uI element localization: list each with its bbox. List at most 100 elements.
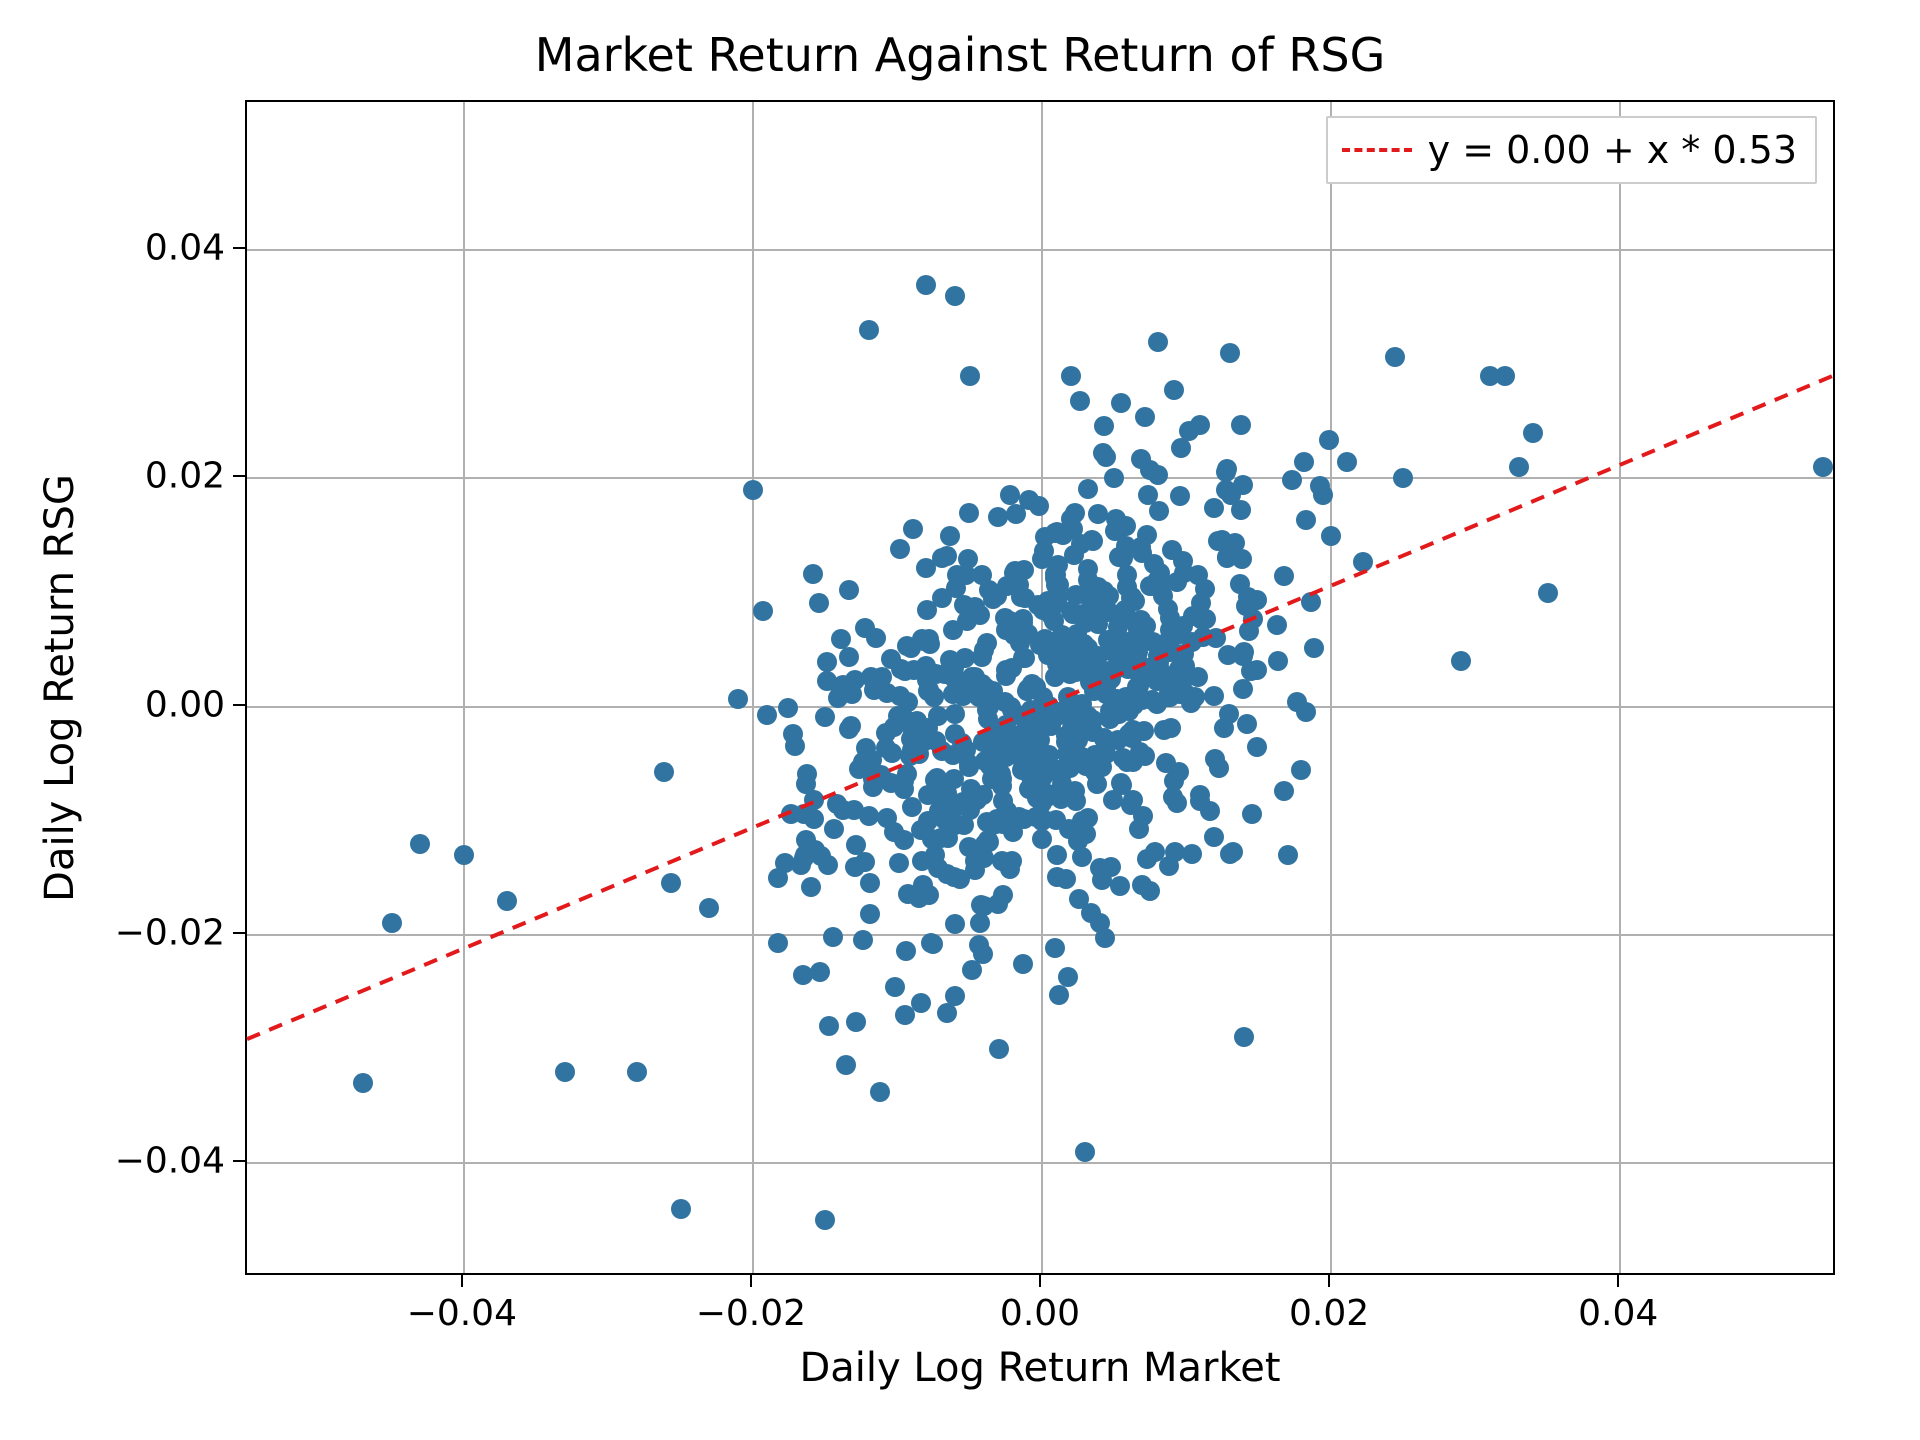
scatter-point — [932, 588, 952, 608]
scatter-point — [1047, 648, 1067, 668]
scatter-point — [803, 564, 823, 584]
scatter-point — [1451, 651, 1471, 671]
x-tick-label: 0.04 — [1578, 1293, 1658, 1334]
scatter-point — [1082, 530, 1102, 550]
scatter-point — [1321, 526, 1341, 546]
scatter-point — [1000, 859, 1020, 879]
scatter-point — [1205, 749, 1225, 769]
scatter-point — [1001, 697, 1021, 717]
scatter-point — [1132, 543, 1152, 563]
scatter-point — [989, 1039, 1009, 1059]
scatter-point — [898, 692, 918, 712]
scatter-point — [801, 877, 821, 897]
scatter-point — [945, 724, 965, 744]
scatter-point — [986, 814, 1006, 834]
scatter-point — [859, 806, 879, 826]
scatter-point — [1169, 659, 1189, 679]
scatter-point — [1117, 565, 1137, 585]
scatter-point — [1112, 775, 1132, 795]
scatter-point — [929, 801, 949, 821]
scatter-point — [1274, 566, 1294, 586]
scatter-point — [781, 804, 801, 824]
scatter-point — [944, 769, 964, 789]
scatter-point — [860, 904, 880, 924]
x-tick-label: 0.02 — [1289, 1293, 1369, 1334]
x-tick-mark — [1328, 1275, 1330, 1287]
scatter-point — [815, 707, 835, 727]
grid-line-horizontal — [247, 1162, 1833, 1164]
scatter-point — [982, 769, 1002, 789]
y-tick-label: 0.04 — [145, 228, 225, 269]
scatter-point — [805, 840, 825, 860]
scatter-point — [1066, 791, 1086, 811]
scatter-point — [382, 913, 402, 933]
scatter-point — [555, 1062, 575, 1082]
scatter-point — [1523, 423, 1543, 443]
scatter-point — [1061, 366, 1081, 386]
scatter-point — [1029, 496, 1049, 516]
y-tick-label: −0.02 — [115, 912, 225, 953]
scatter-point — [907, 711, 927, 731]
scatter-point — [1234, 1027, 1254, 1047]
scatter-point — [960, 366, 980, 386]
scatter-point — [1056, 732, 1076, 752]
scatter-point — [1076, 711, 1096, 731]
scatter-point — [943, 684, 963, 704]
scatter-point — [817, 652, 837, 672]
scatter-point — [1232, 549, 1252, 569]
scatter-point — [932, 548, 952, 568]
scatter-point — [1242, 804, 1262, 824]
scatter-point — [1132, 875, 1152, 895]
scatter-point — [1119, 656, 1139, 676]
grid-line-vertical — [1330, 102, 1332, 1273]
scatter-point — [1813, 457, 1833, 477]
scatter-point — [969, 687, 989, 707]
scatter-point — [948, 794, 968, 814]
scatter-point — [671, 1199, 691, 1219]
scatter-point — [1204, 827, 1224, 847]
scatter-point — [976, 732, 996, 752]
scatter-point — [804, 809, 824, 829]
scatter-point — [1337, 452, 1357, 472]
scatter-point — [919, 885, 939, 905]
scatter-point — [1237, 714, 1257, 734]
scatter-point — [819, 1016, 839, 1036]
scatter-point — [842, 684, 862, 704]
scatter-point — [1014, 560, 1034, 580]
scatter-point — [993, 885, 1013, 905]
scatter-point — [1221, 485, 1241, 505]
scatter-point — [988, 507, 1008, 527]
scatter-point — [1110, 876, 1130, 896]
scatter-point — [1223, 842, 1243, 862]
scatter-point — [1104, 468, 1124, 488]
scatter-point — [1111, 393, 1131, 413]
scatter-point — [846, 835, 866, 855]
scatter-point — [890, 539, 910, 559]
y-tick-mark — [233, 475, 245, 477]
legend-line-swatch — [1342, 148, 1412, 152]
scatter-point — [827, 794, 847, 814]
legend: y = 0.00 + x * 0.53 — [1326, 116, 1817, 184]
scatter-point — [884, 822, 904, 842]
scatter-point — [1160, 608, 1180, 628]
scatter-point — [1033, 687, 1053, 707]
y-tick-label: 0.02 — [145, 456, 225, 497]
scatter-point — [1296, 510, 1316, 530]
scatter-point — [1013, 954, 1033, 974]
scatter-point — [973, 944, 993, 964]
scatter-point — [1278, 845, 1298, 865]
scatter-point — [1393, 468, 1413, 488]
scatter-point — [1048, 587, 1068, 607]
scatter-point — [1118, 632, 1138, 652]
scatter-point — [845, 857, 865, 877]
scatter-point — [1216, 462, 1236, 482]
scatter-point — [1069, 889, 1089, 909]
scatter-point — [1219, 704, 1239, 724]
scatter-point — [1113, 690, 1133, 710]
scatter-point — [1088, 504, 1108, 524]
scatter-point — [1119, 724, 1139, 744]
x-tick-mark — [750, 1275, 752, 1287]
legend-label: y = 0.00 + x * 0.53 — [1428, 128, 1797, 172]
y-tick-label: 0.00 — [145, 684, 225, 725]
scatter-point — [956, 565, 976, 585]
